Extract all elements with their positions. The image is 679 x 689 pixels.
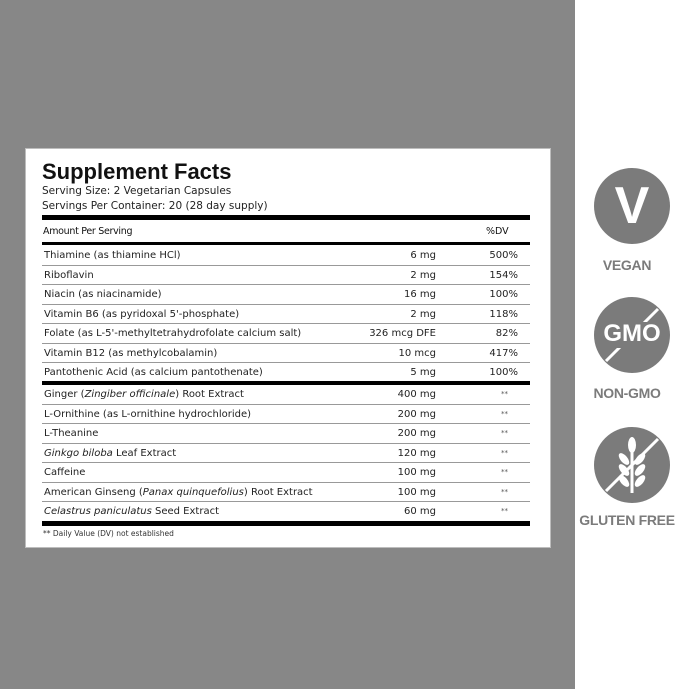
nutrient-amount: 2 mg [410,269,436,281]
nutrient-row: Riboflavin 2 mg 154% [42,266,530,285]
ingredient-name: Ginger (Zingiber officinale) Root Extrac… [44,389,244,400]
ingredient-dv: ** [501,429,508,437]
name-italic: Celastrus paniculatus [44,506,152,517]
ingredient-row: L-Ornithine (as L-ornithine hydrochlorid… [42,405,530,424]
name-italic: Zingiber officinale [84,389,176,400]
name-italic: Panax quinquefolius [142,486,244,498]
vegan-label: VEGAN [602,257,652,273]
name-part: Seed Extract [151,506,219,517]
gluten-free-label: GLUTEN FREE [579,512,675,528]
name-part: Ginger ( [44,389,85,400]
no-wheat-icon [594,427,670,503]
nutrient-name: Niacin (as niacinamide) [44,289,162,300]
ingredient-amount: 120 mg [397,447,436,459]
ingredient-amount: 60 mg [404,506,436,517]
ingredient-name: Ginkgo biloba Leaf Extract [44,448,176,459]
ingredient-name: L-Ornithine (as L-ornithine hydrochlorid… [44,409,251,420]
header-amount: Amount Per Serving [43,226,133,237]
nutrient-name: Vitamin B12 (as methylcobalamin) [44,347,218,359]
nutrient-dv: 417% [489,347,518,359]
ingredient-row: L-Theanine 200 mg ** [42,424,530,444]
name-part: American Ginseng ( [44,486,143,498]
nutrient-amount: 10 mcg [398,347,437,359]
non-gmo-label: NON-GMO [593,385,661,401]
nutrient-row: Vitamin B12 (as methylcobalamin) 10 mcg 41… [42,344,530,363]
name-italic: Ginkgo biloba [44,447,113,459]
nutrient-name: Pantothenic Acid (as calcium pantothenat… [44,367,263,378]
supplement-facts-panel: Supplement Facts Serving Size: 2 Vegetar… [25,148,551,548]
nutrient-row: Vitamin B6 (as pyridoxal 5'-phosphate) 2 … [42,305,530,324]
nutrient-name: Thiamine (as thiamine HCl) [44,250,181,261]
nutrient-dv: 500% [489,250,518,261]
name-part: Caffeine [44,467,86,478]
ingredient-row: Ginger (Zingiber officinale) Root Extrac… [42,385,530,405]
header-dv: %DV [486,226,509,237]
ingredient-row: Caffeine 100 mg ** [42,463,530,483]
nutrient-amount: 16 mg [404,289,436,300]
nutrient-name: Folate (as L-5'-methyltetrahydrofolate c… [44,328,302,339]
nutrient-row: Folate (as L-5'-methyltetrahydrofolate c… [42,324,530,344]
ingredient-name: Celastrus paniculatus Seed Extract [44,506,219,517]
ingredient-dv: ** [501,390,508,398]
nutrient-amount: 2 mg [410,308,436,320]
ingredient-amount: 100 mg [397,486,436,498]
name-part: L-Ornithine (as L-ornithine hydrochlorid… [44,408,252,420]
footnote: ** Daily Value (DV) not established [43,529,174,538]
nutrient-name: Riboflavin [44,269,94,281]
nutrient-row: Pantothenic Acid (as calcium pantothenat… [42,363,530,383]
panel-title: Supplement Facts [42,159,232,184]
ingredient-name: Caffeine [44,467,85,478]
ingredient-dv: ** [501,487,508,496]
v-letter-icon: V [594,168,670,244]
servings-per-container: Servings Per Container: 20 (28 day suppl… [42,200,268,212]
name-part: L-Theanine [44,428,99,439]
ingredient-name: L-Theanine [44,428,98,439]
ingredient-amount: 100 mg [397,467,436,478]
nutrient-dv: 118% [489,308,518,320]
nutrient-row: Niacin (as niacinamide) 16 mg 100% [42,285,530,305]
ingredient-amount: 200 mg [397,408,436,420]
ingredient-amount: 200 mg [397,428,436,439]
name-part: ) Root Extract [243,486,313,498]
ingredient-row: Celastrus paniculatus Seed Extract 60 mg *… [42,502,530,522]
serving-size: Serving Size: 2 Vegetarian Capsules [42,185,232,197]
nutrient-name: Vitamin B6 (as pyridoxal 5'-phosphate) [44,308,240,320]
nutrient-amount: 326 mcg DFE [369,328,436,339]
nutrient-row: Thiamine (as thiamine HCl) 6 mg 500% [42,246,530,266]
divider [42,215,530,220]
divider [42,242,530,245]
name-part: ) Root Extract [175,389,244,400]
name-part: Leaf Extract [112,447,177,459]
ingredient-dv: ** [501,409,508,418]
ingredient-dv: ** [501,448,508,457]
ingredient-row: Ginkgo biloba Leaf Extract 120 mg ** [42,444,530,463]
ingredient-dv: ** [501,507,508,515]
nutrient-dv: 100% [489,289,518,300]
divider [42,521,530,526]
ingredient-name: American Ginseng (Panax quinquefolius) R… [44,487,313,498]
nutrient-dv: 100% [489,367,518,378]
nutrient-amount: 5 mg [410,367,436,378]
no-gmo-icon: GMO [594,297,670,373]
nutrient-dv: 154% [489,269,518,281]
nutrient-dv: 82% [495,328,518,339]
ingredient-amount: 400 mg [397,389,436,400]
ingredient-dv: ** [501,468,508,476]
ingredient-row: American Ginseng (Panax quinquefolius) R… [42,483,530,502]
nutrient-amount: 6 mg [410,250,436,261]
divider [42,381,530,385]
